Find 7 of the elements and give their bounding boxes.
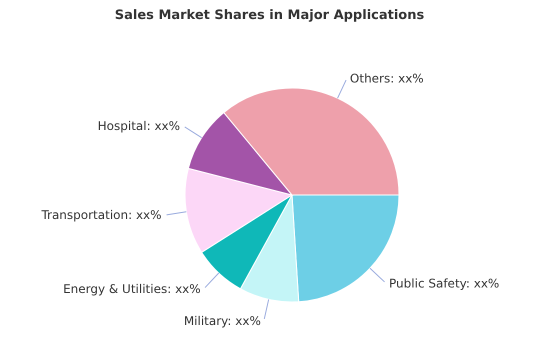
slice-label: Military: xx% (184, 314, 261, 328)
slice-label: Public Safety: xx% (389, 276, 500, 290)
slice-label: Energy & Utilities: xx% (63, 282, 201, 296)
slice-label: Hospital: xx% (98, 118, 180, 133)
slice-label: Transportation: xx% (40, 208, 162, 222)
chart-title: Sales Market Shares in Major Applications (114, 8, 426, 23)
slice-label: Others: xx% (350, 71, 424, 86)
